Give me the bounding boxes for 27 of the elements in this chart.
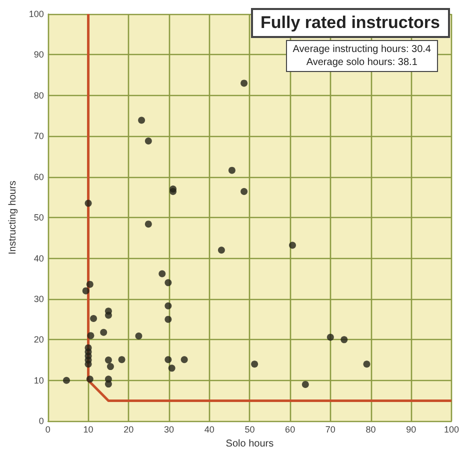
x-tick-label: 90 bbox=[406, 424, 416, 435]
x-tick-label: 60 bbox=[285, 424, 296, 435]
y-tick-label: 60 bbox=[34, 172, 44, 182]
y-tick-label: 50 bbox=[34, 212, 44, 223]
y-tick-label: 90 bbox=[34, 50, 44, 60]
chart-title: Fully rated instructors bbox=[250, 8, 450, 38]
x-tick-label: 40 bbox=[204, 424, 214, 435]
y-tick-label: 0 bbox=[38, 416, 44, 426]
y-tick-label: 30 bbox=[34, 294, 44, 304]
y-tick-label: 70 bbox=[34, 131, 44, 142]
y-tick-label: 20 bbox=[34, 334, 44, 345]
y-tick-label: 10 bbox=[34, 375, 44, 386]
x-tick-label: 100 bbox=[444, 424, 460, 435]
y-tick-label: 80 bbox=[34, 90, 44, 100]
x-tick-label: 50 bbox=[244, 424, 255, 435]
x-tick-label: 20 bbox=[124, 424, 134, 435]
x-tick-label: 0 bbox=[45, 424, 50, 435]
annotation: Average solo hours: 38.1 bbox=[305, 56, 418, 69]
y-axis-title: Instructing hours bbox=[8, 180, 18, 255]
annotation: Average instructing hours: 30.4 bbox=[292, 43, 431, 56]
x-tick-label: 70 bbox=[325, 424, 336, 435]
y-tick-label: 40 bbox=[34, 253, 44, 264]
x-tick-label: 10 bbox=[83, 424, 94, 435]
x-tick-label: 80 bbox=[366, 424, 376, 435]
x-tick-label: 30 bbox=[164, 424, 174, 435]
y-tick-label: 100 bbox=[28, 9, 44, 19]
x-axis-title: Solo hours bbox=[226, 438, 274, 450]
